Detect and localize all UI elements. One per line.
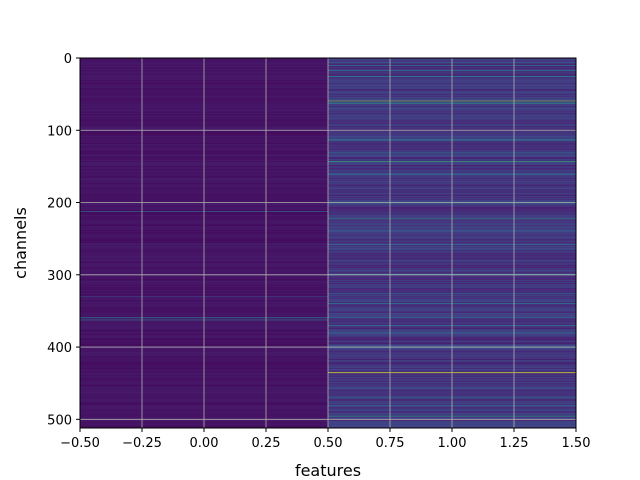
- x-tick-label: 0.25: [252, 436, 281, 451]
- y-tick-label: 500: [47, 413, 72, 428]
- x-tick-label: 1.00: [438, 436, 467, 451]
- y-tick-label: 100: [47, 124, 72, 139]
- x-axis-label: features: [295, 461, 361, 480]
- y-axis: 0 100 200 300 400 500: [47, 52, 80, 428]
- x-tick-label: 0.50: [314, 436, 343, 451]
- x-tick-label: 1.25: [500, 436, 529, 451]
- x-axis: −0.50 −0.25 0.00 0.25 0.50 0.75 1.00 1.25 1.50: [60, 428, 590, 451]
- x-tick-label: 0.00: [190, 436, 219, 451]
- y-axis-label: channels: [11, 207, 30, 279]
- x-tick-label: 1.50: [562, 436, 591, 451]
- y-tick-label: 200: [47, 197, 72, 212]
- x-tick-label: −0.50: [60, 436, 100, 451]
- y-tick-label: 300: [47, 269, 72, 284]
- y-tick-label: 400: [47, 341, 72, 356]
- x-tick-label: 0.75: [376, 436, 405, 451]
- y-tick-label: 0: [64, 52, 72, 67]
- x-tick-label: −0.25: [122, 436, 162, 451]
